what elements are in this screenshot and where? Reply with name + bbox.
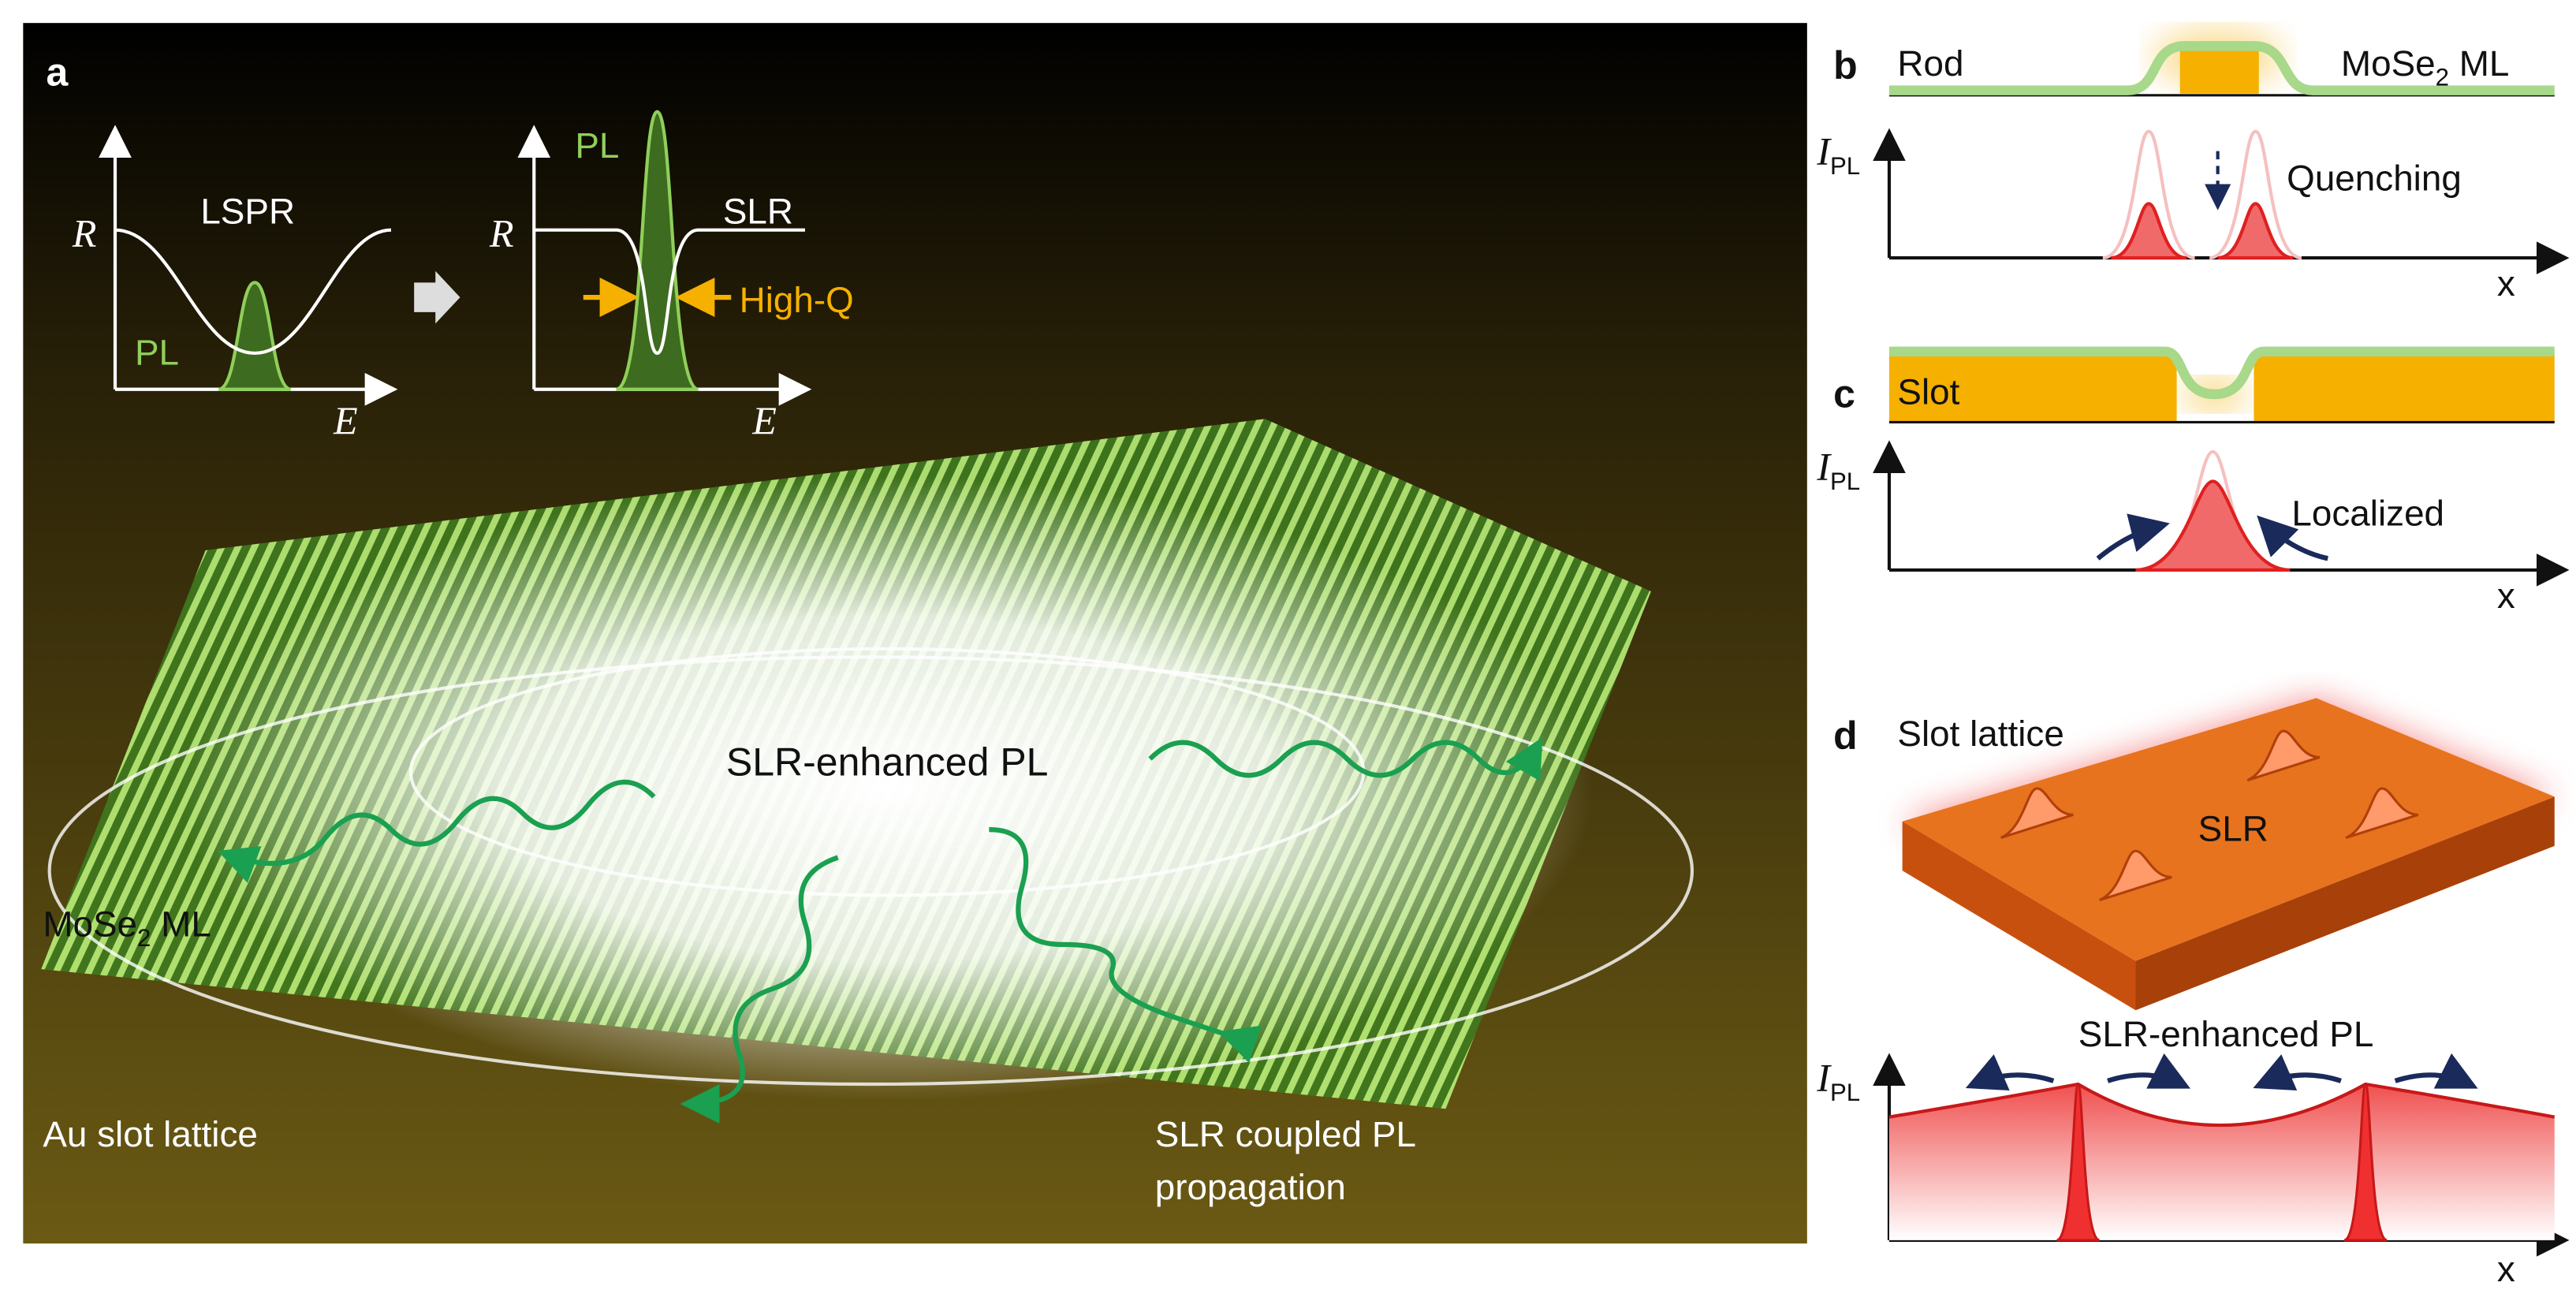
- slab-side: [2135, 796, 2555, 1011]
- subscript: 2: [137, 924, 151, 952]
- text: ML: [2449, 43, 2509, 84]
- peak-label: PL: [135, 332, 179, 372]
- flow-arrows: [1965, 1053, 2478, 1090]
- substrate-label: Au slot lattice: [43, 1114, 258, 1154]
- text: ML: [151, 904, 211, 945]
- inset-lspr: [99, 125, 398, 406]
- center-label: SLR-enhanced PL: [726, 740, 1049, 784]
- arrow: [414, 270, 460, 324]
- axis-label: IPL: [1816, 1055, 1860, 1106]
- curve-label: LSPR: [200, 191, 295, 231]
- panel-b: b Rod MoSe2 ML IPL Quenching x: [1816, 28, 2570, 304]
- gold-film: [1889, 352, 2177, 423]
- axis-label: E: [333, 398, 358, 442]
- structure-label: Slot: [1897, 372, 1959, 412]
- propagation-label: propagation: [1155, 1167, 1346, 1207]
- structure-label: Slot lattice: [1897, 714, 2063, 754]
- panel-a: a R LSPR PL E R PL SLR High-Q E SLR-enha…: [23, 23, 1807, 1244]
- mose2-layer: [1889, 346, 2555, 400]
- propagation-ring: [47, 655, 1694, 1087]
- pl-glow: [181, 476, 1594, 1101]
- pl-waves: [217, 736, 1543, 1124]
- effect-label: SLR-enhanced PL: [2078, 1014, 2374, 1054]
- structure-label: Rod: [1897, 43, 1963, 84]
- axis-label: IPL: [1816, 444, 1860, 495]
- propagation-label: SLR coupled PL: [1155, 1114, 1416, 1154]
- subscript: PL: [1830, 1079, 1860, 1106]
- text: I: [1816, 444, 1832, 488]
- curve-label: SLR: [723, 191, 793, 231]
- panel-label: d: [1833, 714, 1858, 758]
- slab-side: [1902, 821, 2136, 1011]
- effect-label: Localized: [2291, 494, 2444, 534]
- panel-c: c Slot IPL Localized x: [1816, 346, 2570, 616]
- subscript: PL: [1830, 152, 1860, 180]
- axis-label: R: [489, 211, 514, 255]
- axis-label: E: [751, 398, 777, 442]
- axis-label: x: [2497, 576, 2515, 616]
- mose2-layer: [1889, 41, 2555, 95]
- rod: [2179, 49, 2259, 94]
- text: MoSe: [2341, 43, 2436, 84]
- panel-d: d Slot lattice SLR SLR-enhanced PL IPL x: [1816, 698, 2570, 1289]
- subscript: PL: [1830, 468, 1860, 495]
- text: MoSe: [43, 904, 137, 945]
- slab-top: [1902, 698, 2555, 961]
- panel-label: b: [1833, 43, 1858, 88]
- panel-label: c: [1833, 372, 1855, 416]
- effect-label: Quenching: [2287, 158, 2462, 199]
- axis-label: R: [72, 211, 97, 255]
- sheet-label: MoSe2 ML: [43, 904, 211, 952]
- sheet-label: MoSe2 ML: [2341, 43, 2510, 91]
- slots: [2000, 729, 2419, 902]
- text: I: [1816, 129, 1832, 173]
- subscript: 2: [2436, 63, 2449, 91]
- text: I: [1816, 1055, 1832, 1099]
- axis-label: x: [2497, 1249, 2515, 1289]
- inset-slr: [517, 110, 812, 406]
- axis-label: x: [2497, 263, 2515, 304]
- gold-film: [2254, 352, 2555, 423]
- width-label: High-Q: [740, 280, 854, 320]
- panel-label: a: [47, 50, 69, 94]
- mode-label: SLR: [2198, 809, 2268, 849]
- axis-label: IPL: [1816, 129, 1860, 179]
- peak-label: PL: [575, 125, 619, 166]
